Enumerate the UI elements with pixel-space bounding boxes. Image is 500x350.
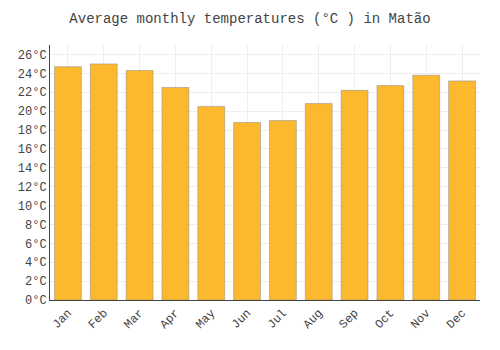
svg-text:Sep: Sep [336,307,361,332]
svg-text:Apr: Apr [157,307,182,332]
svg-text:24°C: 24°C [18,68,47,82]
svg-text:Average monthly temperatures (: Average monthly temperatures (°C ) in Ma… [69,11,430,27]
svg-text:12°C: 12°C [18,181,47,195]
svg-text:4°C: 4°C [25,256,47,270]
svg-text:Jan: Jan [50,307,75,332]
svg-text:Jun: Jun [229,307,254,332]
svg-text:May: May [193,307,218,332]
svg-text:14°C: 14°C [18,162,47,176]
svg-text:26°C: 26°C [18,49,47,63]
svg-text:16°C: 16°C [18,143,47,157]
svg-text:2°C: 2°C [25,275,47,289]
svg-text:0°C: 0°C [25,294,47,308]
svg-text:Jul: Jul [265,307,290,332]
svg-text:Aug: Aug [301,307,326,332]
svg-text:Dec: Dec [444,307,469,332]
svg-text:6°C: 6°C [25,238,47,252]
svg-text:Oct: Oct [372,307,397,332]
svg-text:18°C: 18°C [18,124,47,138]
svg-text:22°C: 22°C [18,86,47,100]
svg-text:Feb: Feb [86,307,111,332]
svg-text:20°C: 20°C [18,105,47,119]
svg-text:Mar: Mar [121,307,146,332]
svg-text:8°C: 8°C [25,219,47,233]
svg-text:10°C: 10°C [18,200,47,214]
svg-text:Nov: Nov [408,307,433,332]
